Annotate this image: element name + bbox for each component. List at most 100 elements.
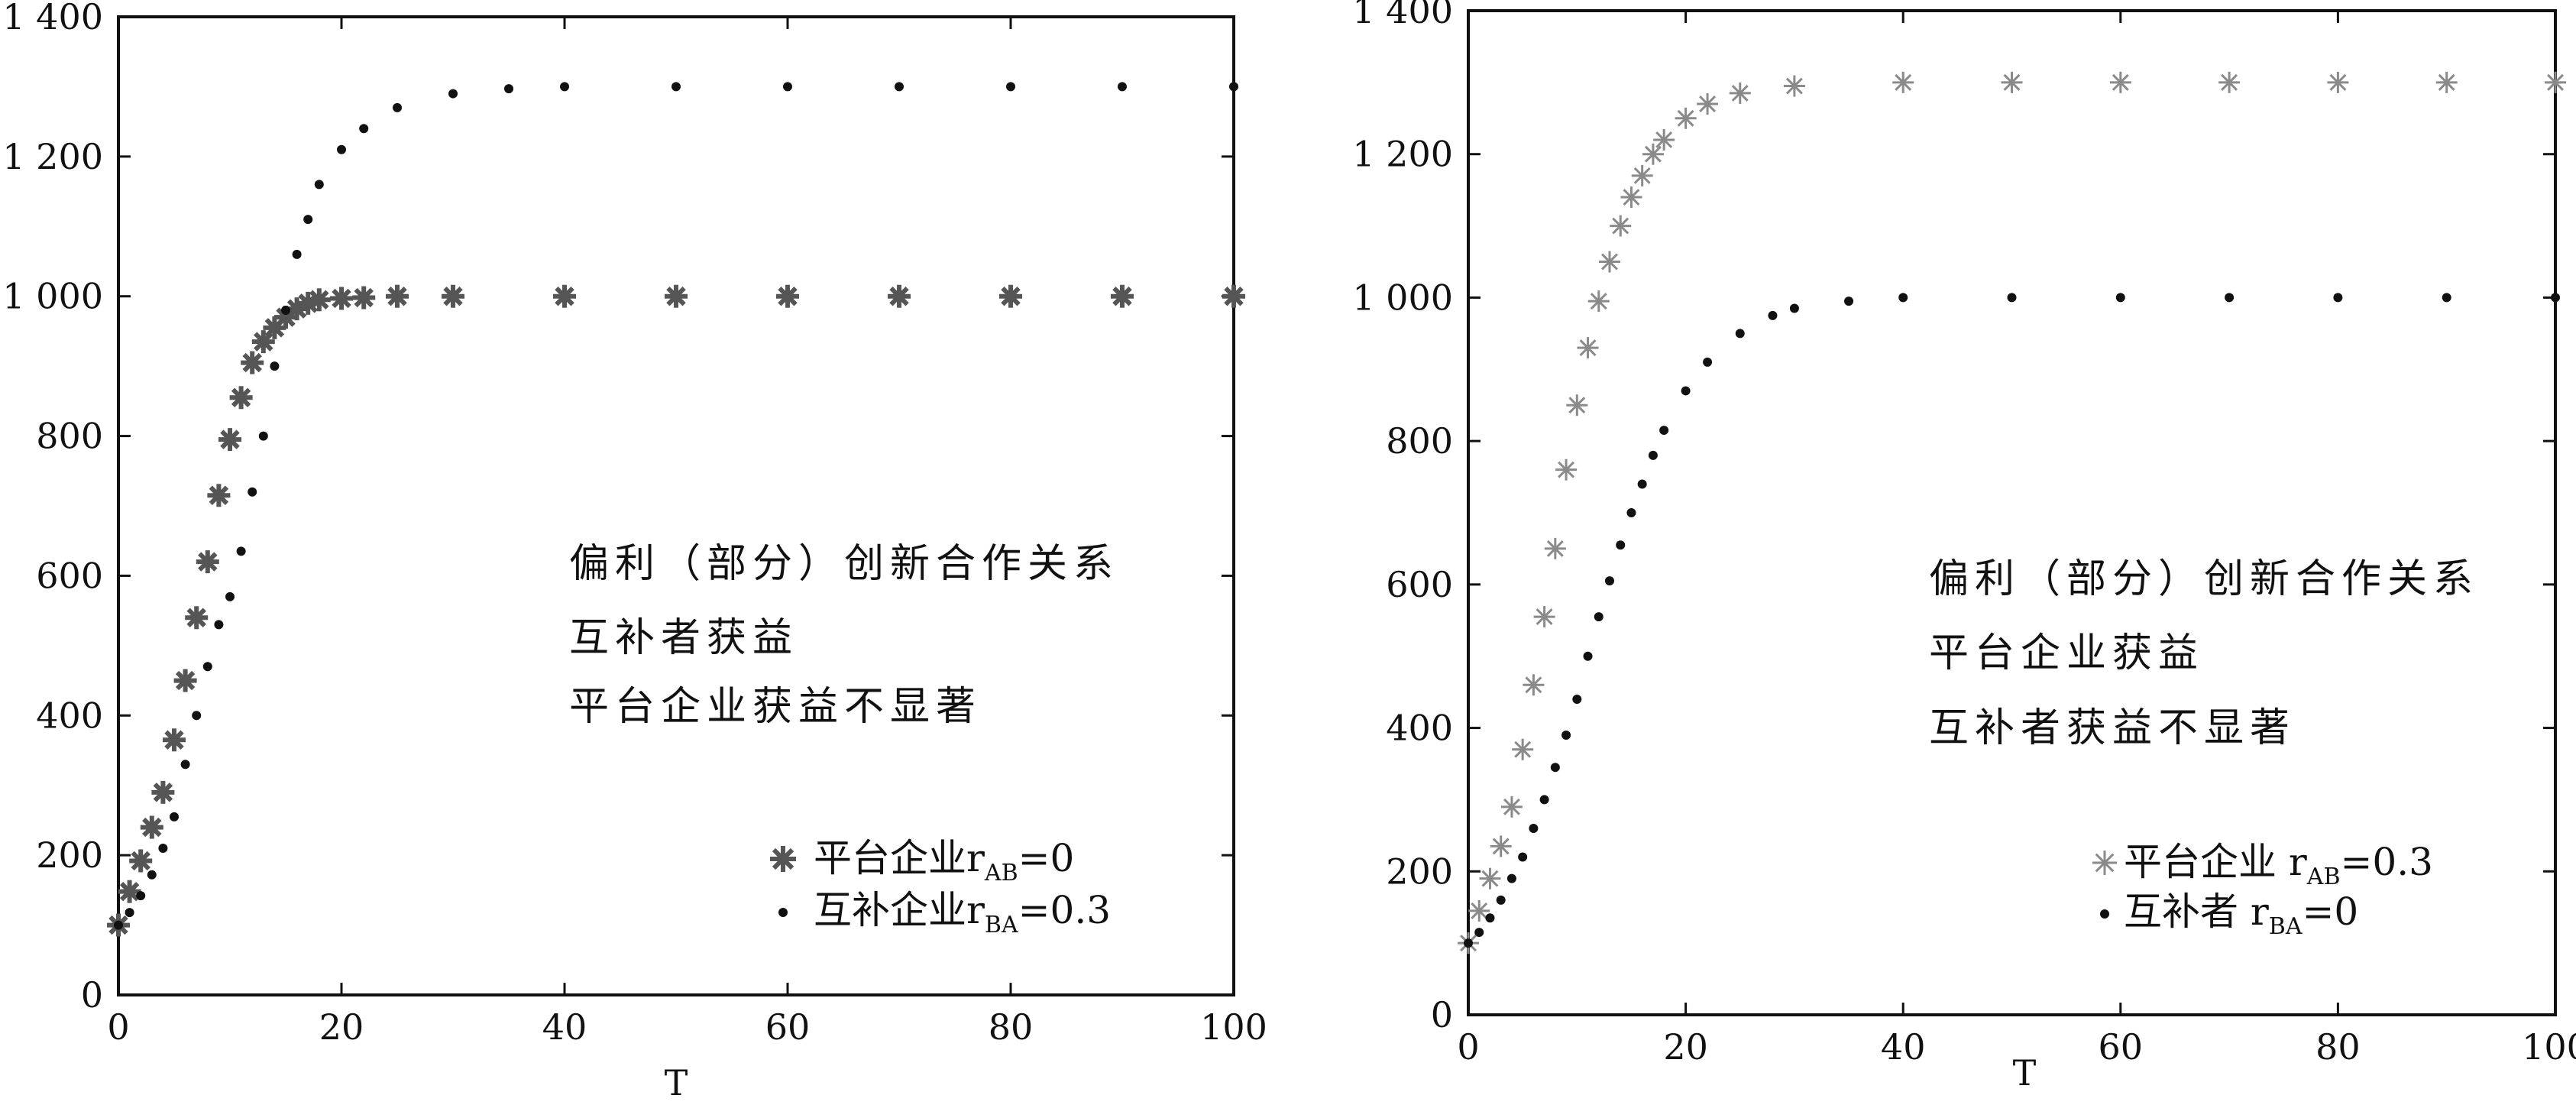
data-point: [1111, 284, 1134, 308]
data-point: [1697, 93, 1719, 115]
data-point: [1550, 763, 1560, 773]
data-point: [1464, 938, 1473, 948]
x-tick-label: 80: [989, 1006, 1034, 1048]
data-point: [2545, 71, 2566, 93]
data-point: [251, 330, 275, 354]
legend-marker: [770, 846, 796, 872]
series-2: [114, 82, 1238, 930]
data-point: [783, 82, 792, 92]
data-point: [1506, 873, 1516, 883]
data-point: [1006, 82, 1015, 92]
data-point: [1681, 386, 1691, 396]
data-point: [1587, 290, 1610, 313]
data-point: [1653, 128, 1675, 151]
x-tick-label: 40: [542, 1006, 587, 1048]
data-point: [1594, 612, 1604, 622]
data-point: [2442, 293, 2451, 303]
data-point: [114, 920, 123, 930]
data-point: [2225, 293, 2235, 303]
data-point: [1474, 928, 1484, 938]
y-tick-label: 0: [81, 974, 103, 1016]
x-axis-label: T: [665, 1062, 688, 1103]
x-tick-label: 60: [765, 1006, 811, 1048]
annotation-text: 互补者获益不显著: [1929, 705, 2296, 751]
annotation-text: 平台企业获益不显著: [569, 684, 982, 730]
data-point: [158, 844, 168, 853]
data-point: [202, 662, 212, 672]
data-point: [393, 102, 402, 112]
x-tick-label: 20: [319, 1006, 364, 1048]
data-point: [225, 591, 235, 601]
data-point: [1577, 337, 1599, 359]
data-point: [1898, 293, 1908, 303]
data-point: [258, 431, 268, 441]
data-point: [2007, 293, 2017, 303]
data-point: [1648, 450, 1658, 460]
data-point: [241, 351, 264, 374]
legend-label: 互补者 rBA=0: [2124, 890, 2358, 940]
data-point: [147, 870, 157, 880]
data-point: [895, 82, 904, 92]
data-point: [1561, 730, 1571, 740]
data-point: [263, 316, 286, 339]
data-point: [1523, 674, 1545, 696]
data-point: [214, 620, 224, 630]
data-point: [1229, 82, 1238, 92]
data-point: [1222, 284, 1245, 308]
data-point: [504, 84, 513, 94]
y-tick-label: 1 400: [1352, 0, 1453, 31]
data-point: [1620, 186, 1642, 209]
data-point: [2115, 293, 2125, 303]
x-tick-label: 100: [1200, 1006, 1267, 1048]
data-point: [1637, 479, 1647, 489]
data-point: [386, 284, 409, 308]
series-2: [1464, 293, 2560, 948]
annotation-text: 偏利（部分）创新合作关系: [1929, 556, 2479, 602]
data-point: [1518, 852, 1528, 862]
data-point: [1566, 394, 1588, 416]
data-point: [1598, 251, 1620, 273]
data-point: [307, 288, 331, 312]
x-tick-label: 0: [1457, 1026, 1479, 1068]
y-tick-label: 600: [1386, 564, 1453, 605]
y-tick-label: 800: [36, 416, 103, 457]
data-point: [1604, 576, 1614, 586]
x-tick-label: 80: [2315, 1026, 2361, 1068]
data-point: [2001, 71, 2023, 93]
legend-marker: [778, 908, 788, 917]
data-point: [448, 89, 458, 99]
data-point: [1768, 310, 1778, 320]
x-tick-label: 20: [1663, 1026, 1708, 1068]
data-point: [1626, 508, 1636, 517]
data-point: [776, 284, 799, 308]
data-point: [1496, 895, 1506, 905]
x-tick-label: 100: [2522, 1026, 2576, 1068]
plot-frame: [1467, 9, 2557, 1016]
y-tick-label: 1 200: [1352, 134, 1453, 175]
data-point: [192, 711, 202, 721]
data-point: [196, 550, 219, 574]
legend-label: 平台企业rAB=0: [814, 836, 1074, 886]
x-tick-label: 60: [2099, 1026, 2144, 1068]
data-point: [2327, 71, 2349, 93]
data-point: [1610, 215, 1632, 237]
data-point: [303, 215, 313, 225]
data-point: [125, 908, 134, 918]
data-point: [1675, 107, 1697, 129]
data-point: [229, 386, 253, 410]
data-point: [236, 546, 246, 556]
data-point: [560, 82, 569, 92]
data-point: [1789, 303, 1799, 313]
data-point: [1533, 606, 1555, 628]
data-point: [185, 606, 209, 630]
data-point: [999, 284, 1022, 308]
data-point: [1642, 143, 1664, 165]
data-point: [1485, 913, 1495, 923]
data-point: [1844, 297, 1854, 306]
plot-frame: [117, 15, 1235, 996]
data-point: [1529, 823, 1539, 833]
data-point: [1892, 71, 1914, 93]
data-point: [136, 891, 146, 901]
